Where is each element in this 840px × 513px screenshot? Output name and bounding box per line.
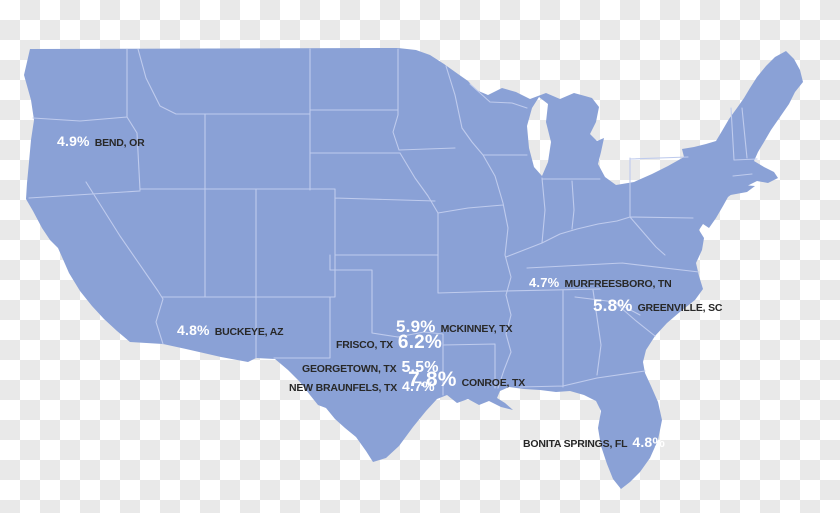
- label-bend-or: 4.9% BEND, OR: [57, 133, 145, 149]
- city-murfreesboro-tn: MURFREESBORO, TN: [564, 278, 672, 290]
- label-new-braunfels-tx: NEW BRAUNFELS, TX 4.7%: [289, 379, 435, 394]
- label-murfreesboro-tn: 4.7% MURFREESBORO, TN: [529, 276, 672, 290]
- city-greenville-sc: GREENVILLE, SC: [637, 302, 723, 314]
- city-bend-or: BEND, OR: [94, 137, 145, 149]
- value-frisco-tx: 6.2%: [397, 332, 443, 353]
- city-bonita-springs-fl: BONITA SPRINGS, FL: [523, 438, 628, 450]
- city-conroe-tx: CONROE, TX: [461, 377, 526, 389]
- value-bonita-springs-fl: 4.8%: [632, 434, 666, 450]
- city-buckeye-az: BUCKEYE, AZ: [214, 326, 284, 338]
- city-frisco-tx: FRISCO, TX: [336, 339, 393, 351]
- label-bonita-springs-fl: BONITA SPRINGS, FL 4.8%: [523, 435, 665, 450]
- label-georgetown-tx: GEORGETOWN, TX 5.5%: [302, 360, 439, 376]
- long-island: [717, 185, 755, 196]
- value-bend-or: 4.9%: [57, 133, 90, 149]
- label-frisco-tx: FRISCO, TX 6.2%: [336, 333, 442, 352]
- value-mckinney-tx: 5.9%: [396, 317, 436, 336]
- value-conroe-tx: 7.8%: [408, 368, 457, 391]
- label-mckinney-tx: 5.9% MCKINNEY, TX: [396, 318, 512, 335]
- value-greenville-sc: 5.8%: [593, 296, 633, 315]
- value-new-braunfels-tx: 4.7%: [402, 378, 435, 394]
- city-georgetown-tx: GEORGETOWN, TX: [302, 363, 397, 375]
- value-buckeye-az: 4.8%: [177, 322, 210, 338]
- value-murfreesboro-tn: 4.7%: [529, 275, 560, 290]
- label-conroe-tx: 7.8% CONROE, TX: [408, 369, 525, 390]
- city-new-braunfels-tx: NEW BRAUNFELS, TX: [289, 382, 398, 394]
- city-mckinney-tx: MCKINNEY, TX: [440, 323, 513, 335]
- us-map-silhouette: [24, 48, 803, 489]
- state-borders: [28, 48, 758, 396]
- value-georgetown-tx: 5.5%: [401, 359, 439, 376]
- label-greenville-sc: 5.8% GREENVILLE, SC: [593, 297, 722, 314]
- label-buckeye-az: 4.8% BUCKEYE, AZ: [177, 322, 284, 338]
